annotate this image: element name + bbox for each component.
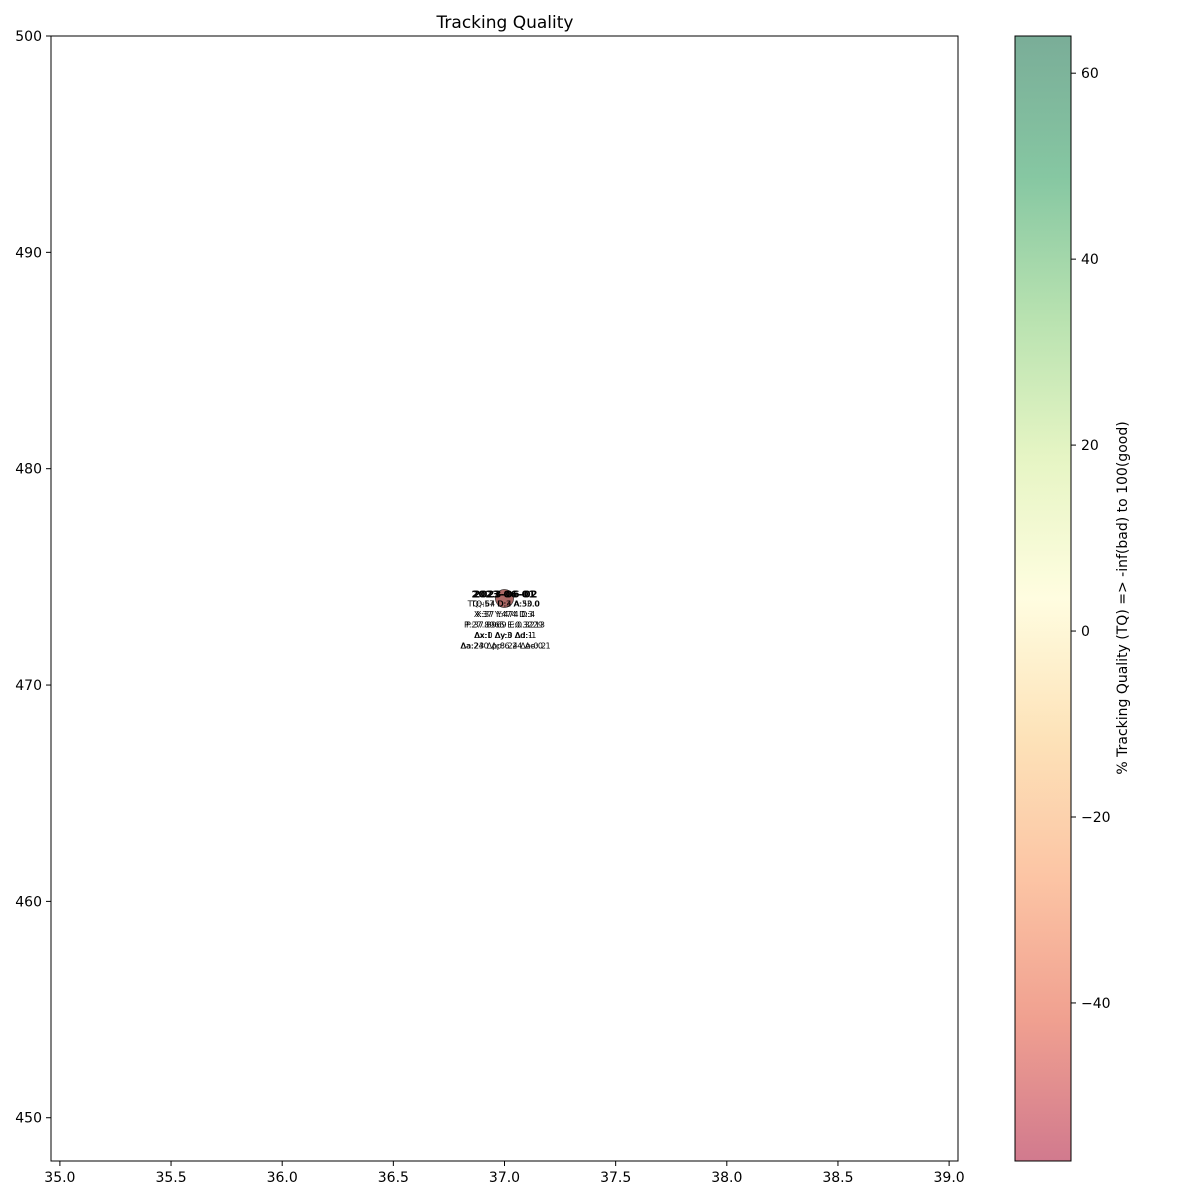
colorbar-tick-label: 60 [1081,66,1099,82]
x-axis: 35.0 35.5 36.0 36.5 37.0 37.5 38.0 38.5 39.0 [44,1161,965,1186]
x-tick-label: 39.0 [934,1170,965,1186]
annotation-line: TQ:-57 D:3 A:33.0 [467,600,540,609]
colorbar-gradient [1014,35,1072,1162]
annotation-line: TQ:64 D:4 A:50.0 [470,600,540,609]
x-tick-label: 38.0 [711,1170,742,1186]
x-tick-label: 35.5 [155,1170,186,1186]
colorbar-tick-label: 0 [1081,624,1090,640]
annotation-date: 2023-06-02 [474,590,538,601]
annotation-line: Δa:240 Δp:6.24 Δe:0.1 [460,642,550,651]
data-point [495,589,514,608]
annotation-line: Δa:23 Δp:8.24 Δe:0.2 [461,642,546,651]
colorbar-tick-label: 20 [1081,438,1099,454]
colorbar-tick-label: −40 [1081,996,1111,1012]
y-tick-label: 450 [15,1111,42,1127]
annotation-line: P:37.8969 E:0.3213 [466,621,545,630]
annotation-line: Δx:1 Δy:3 Δd:1 [474,631,533,640]
y-tick-label: 480 [15,462,42,478]
annotation-line: P:27.8965 E:0.3229 [464,621,543,630]
points-layer [495,589,514,608]
y-tick-label: 500 [15,29,42,45]
colorbar-label: % Tracking Quality (TQ) => -inf(bad) to … [1115,421,1131,774]
colorbar-ticks: −40 −20 0 20 40 60 [1071,66,1111,1012]
y-tick-label: 490 [15,245,42,261]
colorbar: −40 −20 0 20 40 60 % Tracking Quality (TQ) =>… [1014,35,1131,1162]
annotation-line: X:37 Y:474 D:3 [474,610,533,619]
annotation-line: Δx:0 Δy:0 Δd:-1 [475,631,537,640]
colorbar-tick-label: −20 [1081,810,1111,826]
y-tick-label: 470 [15,678,42,694]
y-axis: 450 460 470 480 490 500 [15,29,51,1127]
x-tick-label: 35.0 [44,1170,75,1186]
x-tick-label: 37.5 [600,1170,631,1186]
colorbar-tick-label: 40 [1081,252,1099,268]
annotation-line: X:37 Y:474 D:4 [476,610,535,619]
y-tick-label: 460 [15,894,42,910]
chart-title: Tracking Quality [436,13,574,33]
x-tick-label: 36.0 [267,1170,298,1186]
annotation-date: 2023-06-01 [472,590,536,601]
x-tick-label: 37.0 [489,1170,520,1186]
x-tick-label: 38.5 [822,1170,853,1186]
x-tick-label: 36.5 [378,1170,409,1186]
